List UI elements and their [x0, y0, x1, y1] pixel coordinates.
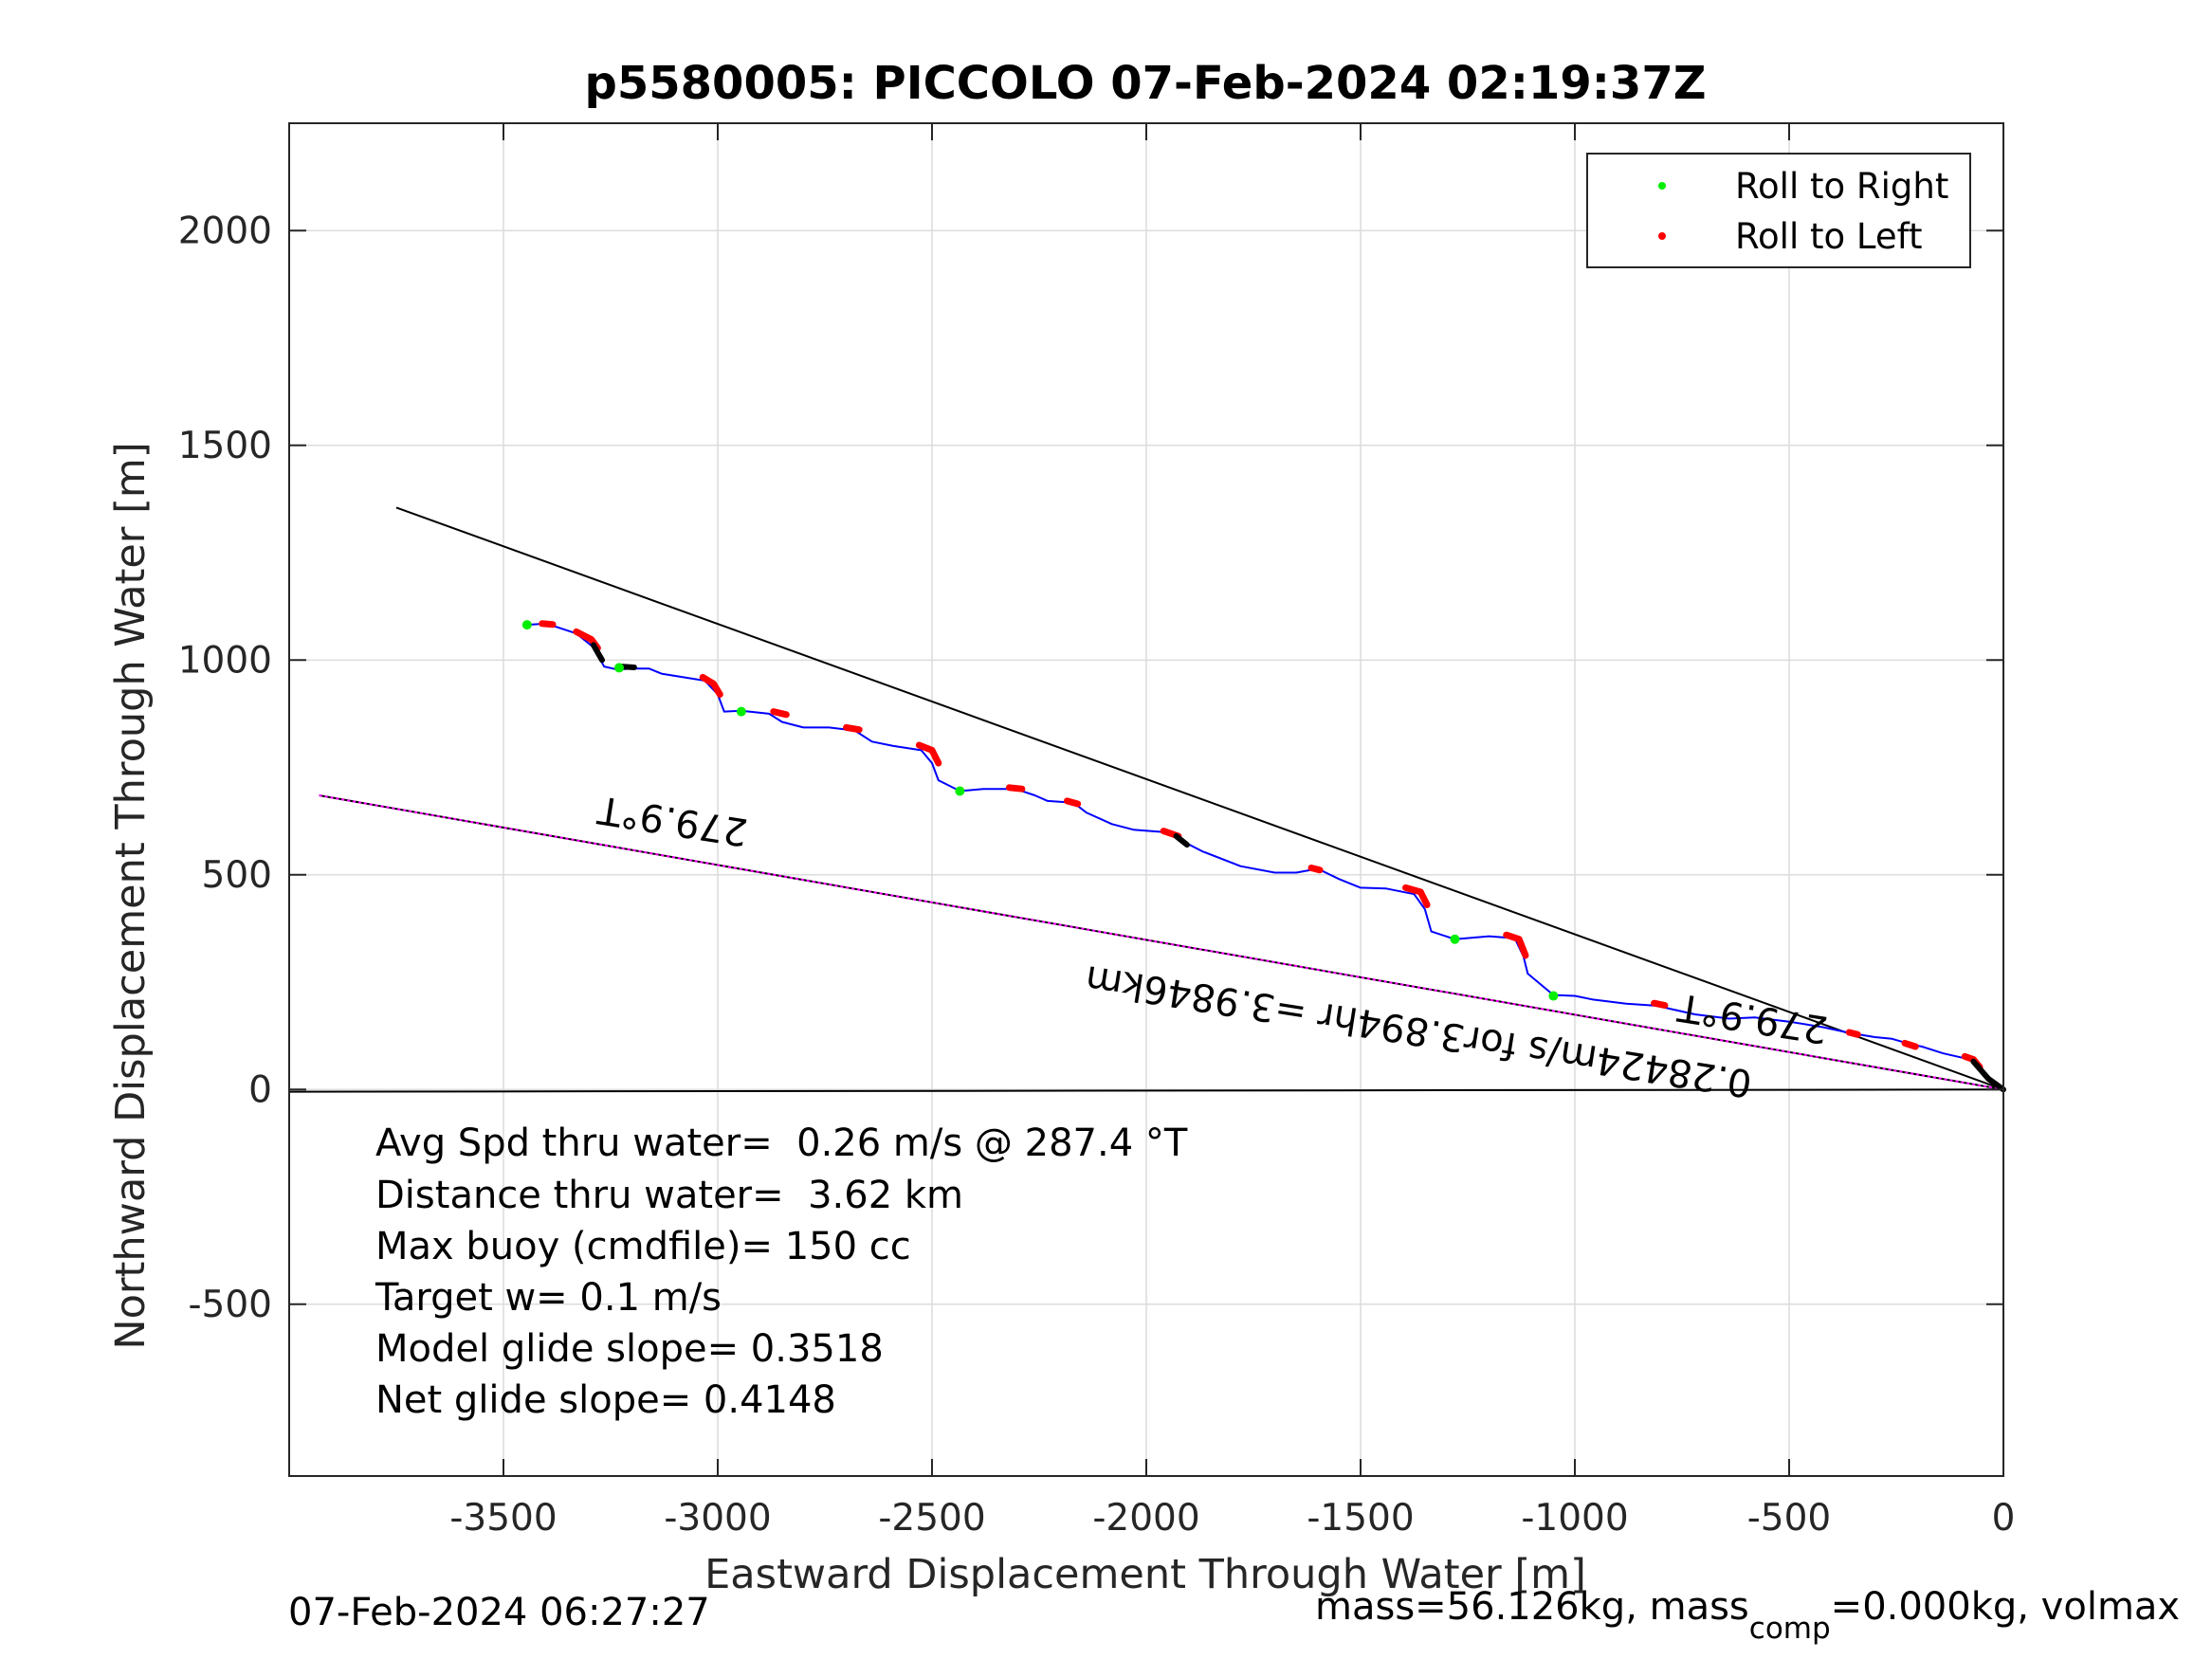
- roll-left-segment: [1307, 865, 1324, 874]
- track-line: [526, 622, 2004, 1091]
- x-tick-label: -1000: [1521, 1497, 1628, 1540]
- chart-title: p5580005: PICCOLO 07-Feb-2024 02:19:37Z: [584, 57, 1706, 110]
- roll-right-point: [614, 663, 625, 673]
- roll-left-segment: [1402, 884, 1431, 908]
- x-tick-label: -2500: [878, 1497, 985, 1540]
- legend-box: [1586, 153, 1971, 268]
- x-tick-label: -1500: [1307, 1497, 1414, 1540]
- stat-target-w: Target w= 0.1 m/s: [375, 1276, 722, 1320]
- footer-mass-sub: comp: [1749, 1612, 1831, 1646]
- x-tick-label: 0: [1992, 1497, 2016, 1540]
- roll-left-segment: [1503, 931, 1529, 959]
- footer-mass: mass=56.126kg, masscomp=0.000kg, volmax: [1315, 1585, 2180, 1646]
- stat-model-glide: Model glide slope= 0.3518: [375, 1327, 884, 1371]
- footer-timestamp: 07-Feb-2024 06:27:27: [288, 1591, 710, 1634]
- legend-roll-right-marker: [1658, 182, 1666, 190]
- roll-left-segment: [1651, 999, 1669, 1009]
- speed-label: 0.28424m/s for3.894hr =3.9846km: [1083, 957, 1755, 1105]
- roll-left-segment: [1901, 1039, 1919, 1050]
- legend-roll-left-label: Roll to Left: [1735, 216, 1923, 257]
- x-tick-label: -2000: [1092, 1497, 1199, 1540]
- grid: [289, 123, 2004, 1476]
- stat-distance: Distance thru water= 3.62 km: [375, 1174, 963, 1217]
- y-tick-label: 1500: [178, 425, 272, 467]
- reference-line-upper-heading: [395, 506, 2004, 1091]
- black-segment: [1173, 833, 1190, 848]
- stat-avg-speed: Avg Spd thru water= 0.26 m/s @ 287.4 °T: [375, 1121, 1188, 1165]
- magenta-net-line: [319, 794, 2004, 1091]
- roll-right-point: [1450, 934, 1460, 944]
- roll-markers: [521, 620, 2006, 1093]
- roll-left-segment: [1005, 784, 1026, 793]
- heading-label-2: 279.9°T: [1674, 985, 1831, 1051]
- legend-roll-right-label: Roll to Right: [1735, 166, 1948, 207]
- track: [526, 622, 2004, 1091]
- reference-lines: [288, 506, 2004, 1093]
- roll-right-point: [1548, 991, 1559, 1001]
- roll-left-segment: [539, 620, 557, 629]
- legend: Roll to Right Roll to Left: [1586, 153, 1971, 268]
- y-tick-label: 2000: [178, 210, 272, 252]
- black-segment: [1970, 1058, 2006, 1093]
- footer-mass-text: mass=56.126kg, mass: [1315, 1585, 1749, 1629]
- roll-left-segment: [915, 741, 942, 767]
- y-axis-label: Northward Displacement Through Water [m]: [107, 442, 155, 1349]
- roll-left-segment: [843, 723, 863, 734]
- roll-left-segment: [1845, 1029, 1861, 1038]
- x-axis-label: Eastward Displacement Through Water [m]: [704, 1551, 1586, 1598]
- roll-right-point: [521, 620, 532, 630]
- reference-line-zero: [288, 1088, 2004, 1093]
- legend-roll-left-marker: [1658, 232, 1666, 240]
- stat-net-glide: Net glide slope= 0.4148: [375, 1378, 836, 1422]
- roll-left-segment: [1063, 797, 1082, 808]
- heading-label-1: 279.9°T: [594, 787, 751, 853]
- y-tick-label: 0: [248, 1068, 272, 1111]
- y-tick-label: 500: [202, 854, 272, 897]
- stat-max-buoy: Max buoy (cmdfile)= 150 cc: [375, 1225, 911, 1268]
- x-tick-label: -3500: [449, 1497, 557, 1540]
- roll-left-segment: [770, 708, 790, 719]
- stats-block: Avg Spd thru water= 0.26 m/s @ 287.4 °T …: [375, 1121, 1188, 1422]
- roll-right-point: [955, 786, 965, 796]
- y-tick-label: 1000: [178, 639, 272, 682]
- footer-mass-tail: =0.000kg, volmax: [1831, 1585, 2180, 1629]
- x-tick-label: -3000: [664, 1497, 771, 1540]
- roll-left-segment: [699, 673, 723, 698]
- axis-ticks: -3500 -3000 -2500 -2000 -1500 -1000 -500 0 -500 0…: [178, 123, 2016, 1540]
- roll-right-point: [736, 706, 746, 717]
- y-tick-label: -500: [188, 1284, 272, 1326]
- x-tick-label: -500: [1747, 1497, 1832, 1540]
- black-segment: [590, 642, 605, 664]
